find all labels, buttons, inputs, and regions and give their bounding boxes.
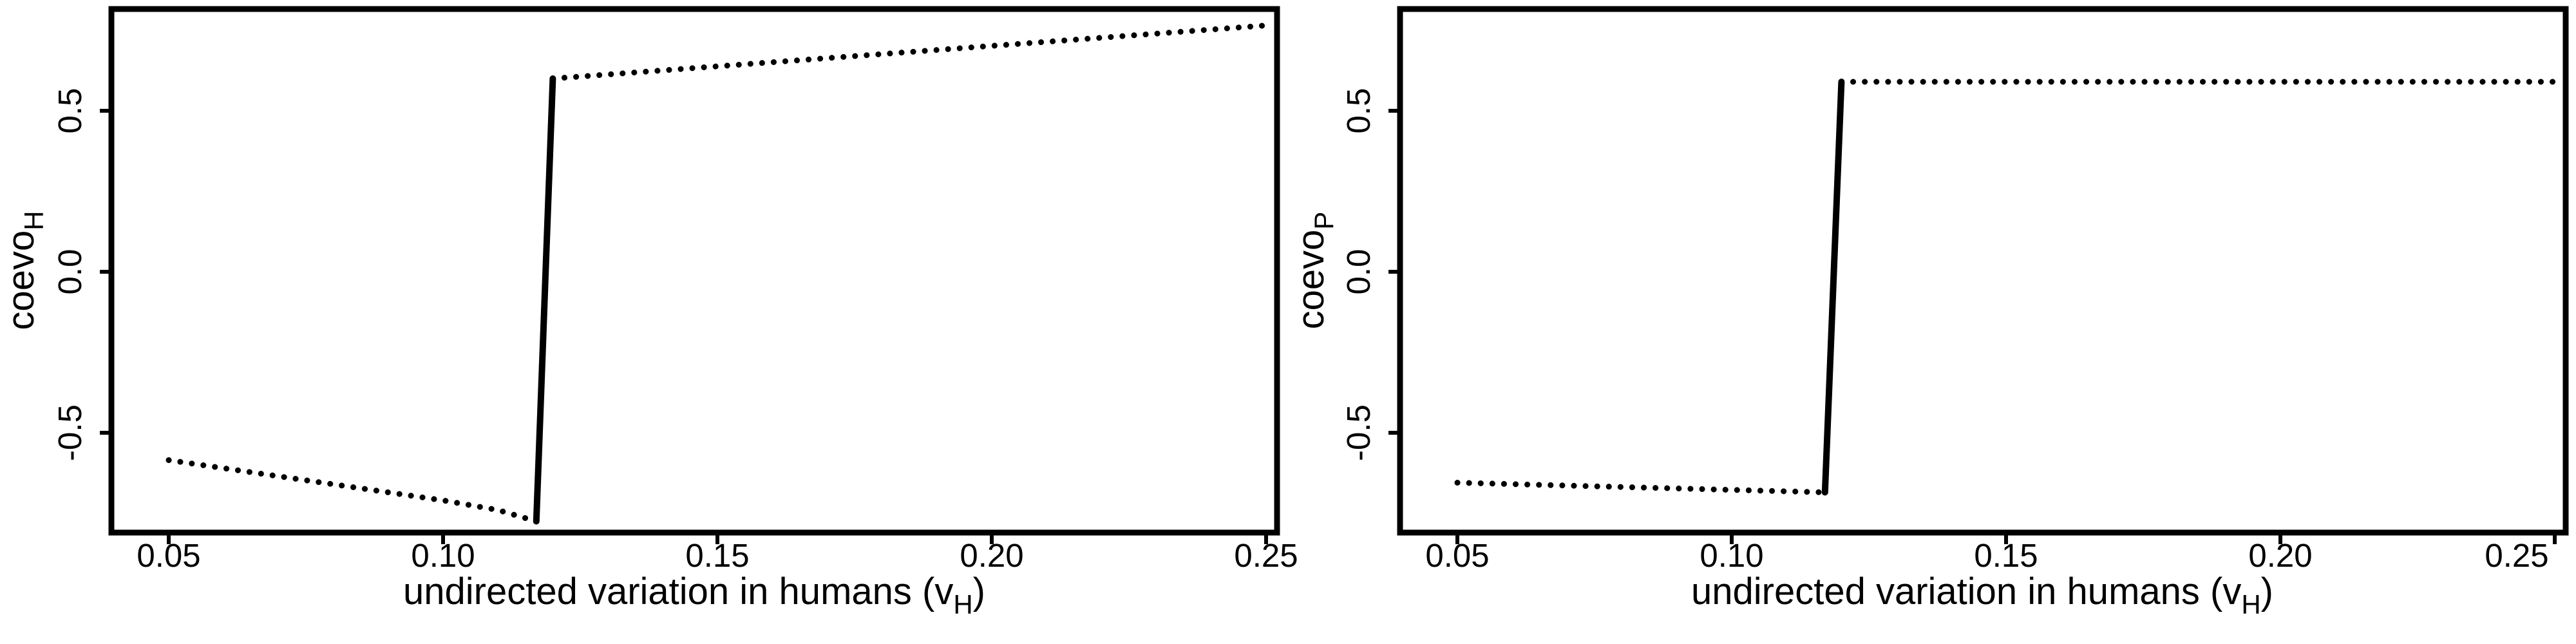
x-axis-title-left-main: undirected variation in humans (v xyxy=(403,571,953,612)
series-layer-right xyxy=(1388,79,2558,544)
x-axis-title-left-sub: H xyxy=(953,589,972,620)
x-axis-title-left-suffix: ) xyxy=(973,571,985,612)
x-axis-title-right: undirected variation in humans (vH) xyxy=(1691,571,2273,620)
x-axis-title-right-main: undirected variation in humans (v xyxy=(1691,571,2241,612)
series-right-0-dotted-line xyxy=(1454,480,1828,495)
x-axis-title-left: undirected variation in humans (vH) xyxy=(403,571,985,620)
y-tick-label-right-1: 0.0 xyxy=(1340,249,1377,295)
x-axis-title-right-suffix: ) xyxy=(2261,571,2273,612)
series-right-1-solid-line xyxy=(1821,79,1845,496)
y-tick-label-left-0: -0.5 xyxy=(52,404,88,461)
series-layer-left xyxy=(100,23,1269,544)
plot-frame-left xyxy=(108,6,1280,536)
y-tick-label-right-0: -0.5 xyxy=(1340,404,1377,461)
y-axis-title-left: coevoH xyxy=(0,211,49,330)
chart-panel-right: 0.05 0.10 0.15 0.20 0.25 -0.5 0.0 0.5 un… xyxy=(1290,6,2569,620)
y-axis-title-right: coevoP xyxy=(1290,212,1339,330)
plot-frame-right xyxy=(1397,6,2569,536)
x-axis-title-right-sub: H xyxy=(2241,589,2260,620)
y-axis-title-left-sub: H xyxy=(19,211,49,230)
y-axis-title-right-sub: P xyxy=(1309,212,1339,230)
series-left-2-dotted-line xyxy=(549,23,1269,82)
x-tick-label-right-4: 0.25 xyxy=(2485,537,2548,574)
series-left-0-dotted-line xyxy=(166,457,540,524)
y-tick-label-right-2: 0.5 xyxy=(1340,88,1377,134)
y-axis-title-right-main: coevo xyxy=(1290,230,1332,330)
y-tick-label-left-1: 0.0 xyxy=(52,249,88,295)
series-left-1-solid-line xyxy=(533,75,556,525)
y-axis-title-left-main: coevo xyxy=(0,231,42,330)
y-tick-label-left-2: 0.5 xyxy=(52,88,88,134)
chart-panel-left: 0.05 0.10 0.15 0.20 0.25 -0.5 0.0 0.5 un… xyxy=(0,6,1298,620)
